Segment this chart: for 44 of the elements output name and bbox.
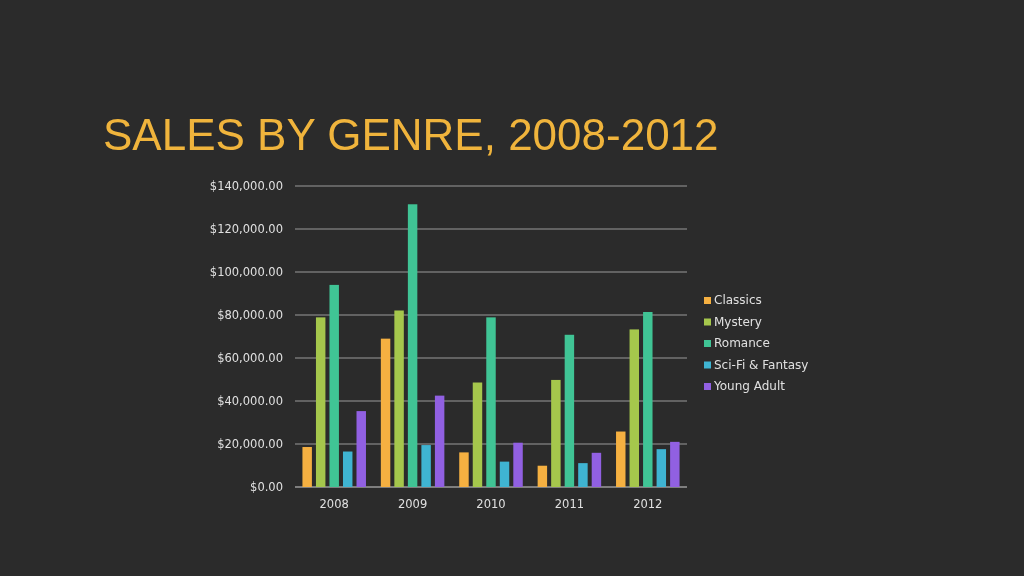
x-tick-label: 2009 [397, 497, 428, 511]
legend-label: Young Adult [713, 379, 786, 393]
bar [302, 447, 312, 487]
bar [407, 204, 418, 487]
y-tick-label: $40,000.00 [217, 394, 283, 408]
bar [670, 441, 680, 487]
bar [537, 465, 548, 487]
bar [380, 338, 391, 487]
bar [629, 329, 640, 487]
legend-label: Sci-Fi & Fantasy [714, 357, 809, 372]
bar [486, 317, 496, 487]
bar [513, 442, 523, 487]
y-tick-label: $80,000.00 [217, 308, 283, 322]
bar [315, 317, 326, 487]
bar [356, 411, 366, 487]
y-tick-label: $120,000.00 [209, 222, 283, 236]
x-tick-label: 2008 [319, 497, 349, 511]
bar [551, 379, 561, 487]
bar [421, 445, 431, 487]
y-tick-label: $60,000.00 [217, 351, 283, 365]
y-tick-label: $20,000.00 [217, 437, 283, 451]
bar [591, 452, 602, 487]
bar [643, 311, 653, 487]
x-tick-label: 2011 [554, 497, 585, 511]
bar [394, 310, 404, 487]
bar [578, 463, 588, 487]
legend-label: Mystery [714, 314, 762, 329]
bar [434, 395, 445, 487]
x-tick-label: 2010 [476, 497, 506, 511]
bar [656, 449, 667, 487]
bar [459, 452, 469, 487]
bar [616, 431, 626, 487]
x-tick-label: 2012 [633, 497, 663, 511]
y-tick-label: $100,000.00 [209, 265, 283, 279]
bar [472, 382, 483, 487]
y-tick-label: $0.00 [250, 480, 283, 494]
chart-title: SALES BY GENRE, 2008-2012 [103, 110, 719, 159]
bar [329, 284, 339, 487]
legend-label: Classics [714, 293, 762, 307]
bar [342, 451, 353, 487]
bar [499, 461, 510, 487]
legend-label: Romance [714, 336, 770, 350]
y-tick-label: $140,000.00 [209, 179, 283, 193]
bar [564, 334, 575, 487]
